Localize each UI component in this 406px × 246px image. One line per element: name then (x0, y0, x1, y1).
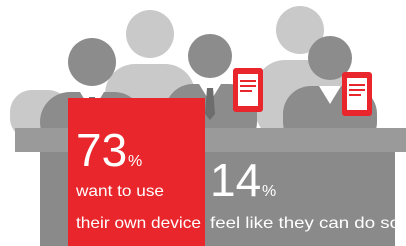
stat-unit: % (128, 153, 142, 170)
stat-label: feel like they can do so (210, 215, 400, 232)
infographic: 73 % want to use their own device 14 % f… (0, 0, 406, 246)
stat-value: 14 (210, 154, 261, 206)
stat-value: 73 (76, 124, 127, 176)
stat-unit: % (262, 183, 276, 200)
stat-label: want to use (75, 183, 164, 200)
stat-label: their own device (76, 215, 201, 232)
